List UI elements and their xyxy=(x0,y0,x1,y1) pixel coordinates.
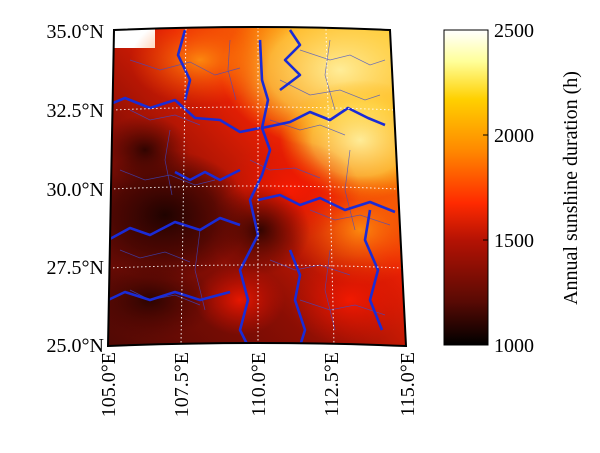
lon-label-112-5: 112.5°E xyxy=(321,352,343,416)
colorbar-ticks xyxy=(483,29,488,346)
lat-label-25: 25.0°N xyxy=(47,335,104,357)
county-borders xyxy=(119,39,391,331)
province-borders xyxy=(108,29,396,346)
lat-label-27-5: 27.5°N xyxy=(47,257,104,279)
lon-label-110: 110.0°E xyxy=(248,352,270,416)
graticule-lat-30 xyxy=(109,185,399,190)
lat-label-35: 35.0°N xyxy=(47,21,104,43)
lat-label-30: 30.0°N xyxy=(47,179,104,201)
lat-label-32-5: 32.5°N xyxy=(47,100,104,122)
graticule xyxy=(108,27,403,347)
graticule-lon-112-5 xyxy=(325,28,335,347)
colorbar xyxy=(443,29,489,346)
lon-label-115: 115.0°E xyxy=(397,352,419,416)
colorbar-tick-1500: 1500 xyxy=(494,230,534,252)
lon-label-105: 105.0°E xyxy=(98,352,120,417)
lon-label-107-5: 107.5°E xyxy=(171,352,193,417)
graticule-lon-107-5 xyxy=(180,28,187,347)
colorbar-tick-2500: 2500 xyxy=(494,20,534,42)
colorbar-title: Annual sunshine duration (h) xyxy=(560,71,582,305)
graticule-lat-32-5 xyxy=(111,106,395,111)
colorbar-tick-1000: 1000 xyxy=(494,335,534,357)
colorbar-tick-2000: 2000 xyxy=(494,125,534,147)
map-frame xyxy=(106,26,408,348)
